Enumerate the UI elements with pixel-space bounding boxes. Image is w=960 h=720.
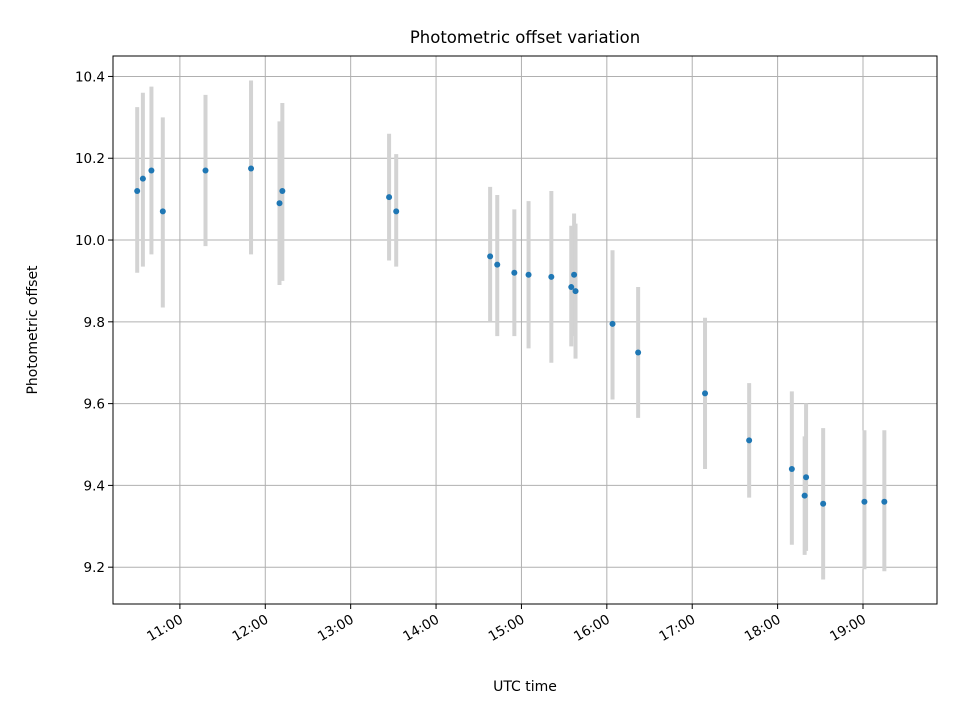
data-point — [746, 437, 753, 444]
y-tick-label: 9.2 — [84, 560, 105, 576]
y-tick-label: 10.4 — [75, 69, 105, 85]
data-point — [276, 200, 283, 207]
x-axis-label: UTC time — [493, 679, 557, 695]
data-point — [635, 349, 642, 356]
chart-title: Photometric offset variation — [410, 28, 640, 47]
y-axis: 9.2 9.4 9.6 9.8 10.0 10.2 10.4 — [75, 69, 113, 576]
data-point — [571, 271, 578, 278]
y-tick-label: 10.2 — [75, 151, 105, 167]
data-point — [548, 273, 555, 280]
data-point — [803, 474, 810, 481]
data-point — [248, 165, 255, 172]
data-point — [386, 194, 393, 201]
data-point — [511, 269, 518, 276]
data-point — [801, 492, 808, 499]
data-point — [861, 498, 868, 505]
data-point — [139, 175, 146, 182]
data-point — [134, 187, 141, 194]
data-point — [568, 284, 575, 291]
data-point — [525, 271, 532, 278]
y-tick-label: 9.8 — [84, 315, 105, 331]
y-tick-label: 9.6 — [84, 397, 105, 413]
y-tick-label: 10.0 — [75, 233, 105, 249]
data-point — [202, 167, 209, 174]
data-point — [494, 261, 501, 268]
data-point — [393, 208, 400, 215]
data-point — [159, 208, 166, 215]
data-point — [788, 466, 795, 473]
data-points — [134, 165, 888, 507]
data-point — [820, 500, 827, 507]
plot-frame — [112, 55, 938, 605]
data-point — [487, 253, 494, 260]
y-axis-label: Photometric offset — [25, 265, 41, 395]
data-point — [148, 167, 155, 174]
y-tick-label: 9.4 — [84, 478, 105, 494]
grid — [113, 56, 937, 604]
data-point — [881, 498, 888, 505]
data-point — [279, 187, 286, 194]
data-point — [572, 288, 579, 295]
data-point — [609, 320, 616, 327]
data-point — [702, 390, 709, 397]
